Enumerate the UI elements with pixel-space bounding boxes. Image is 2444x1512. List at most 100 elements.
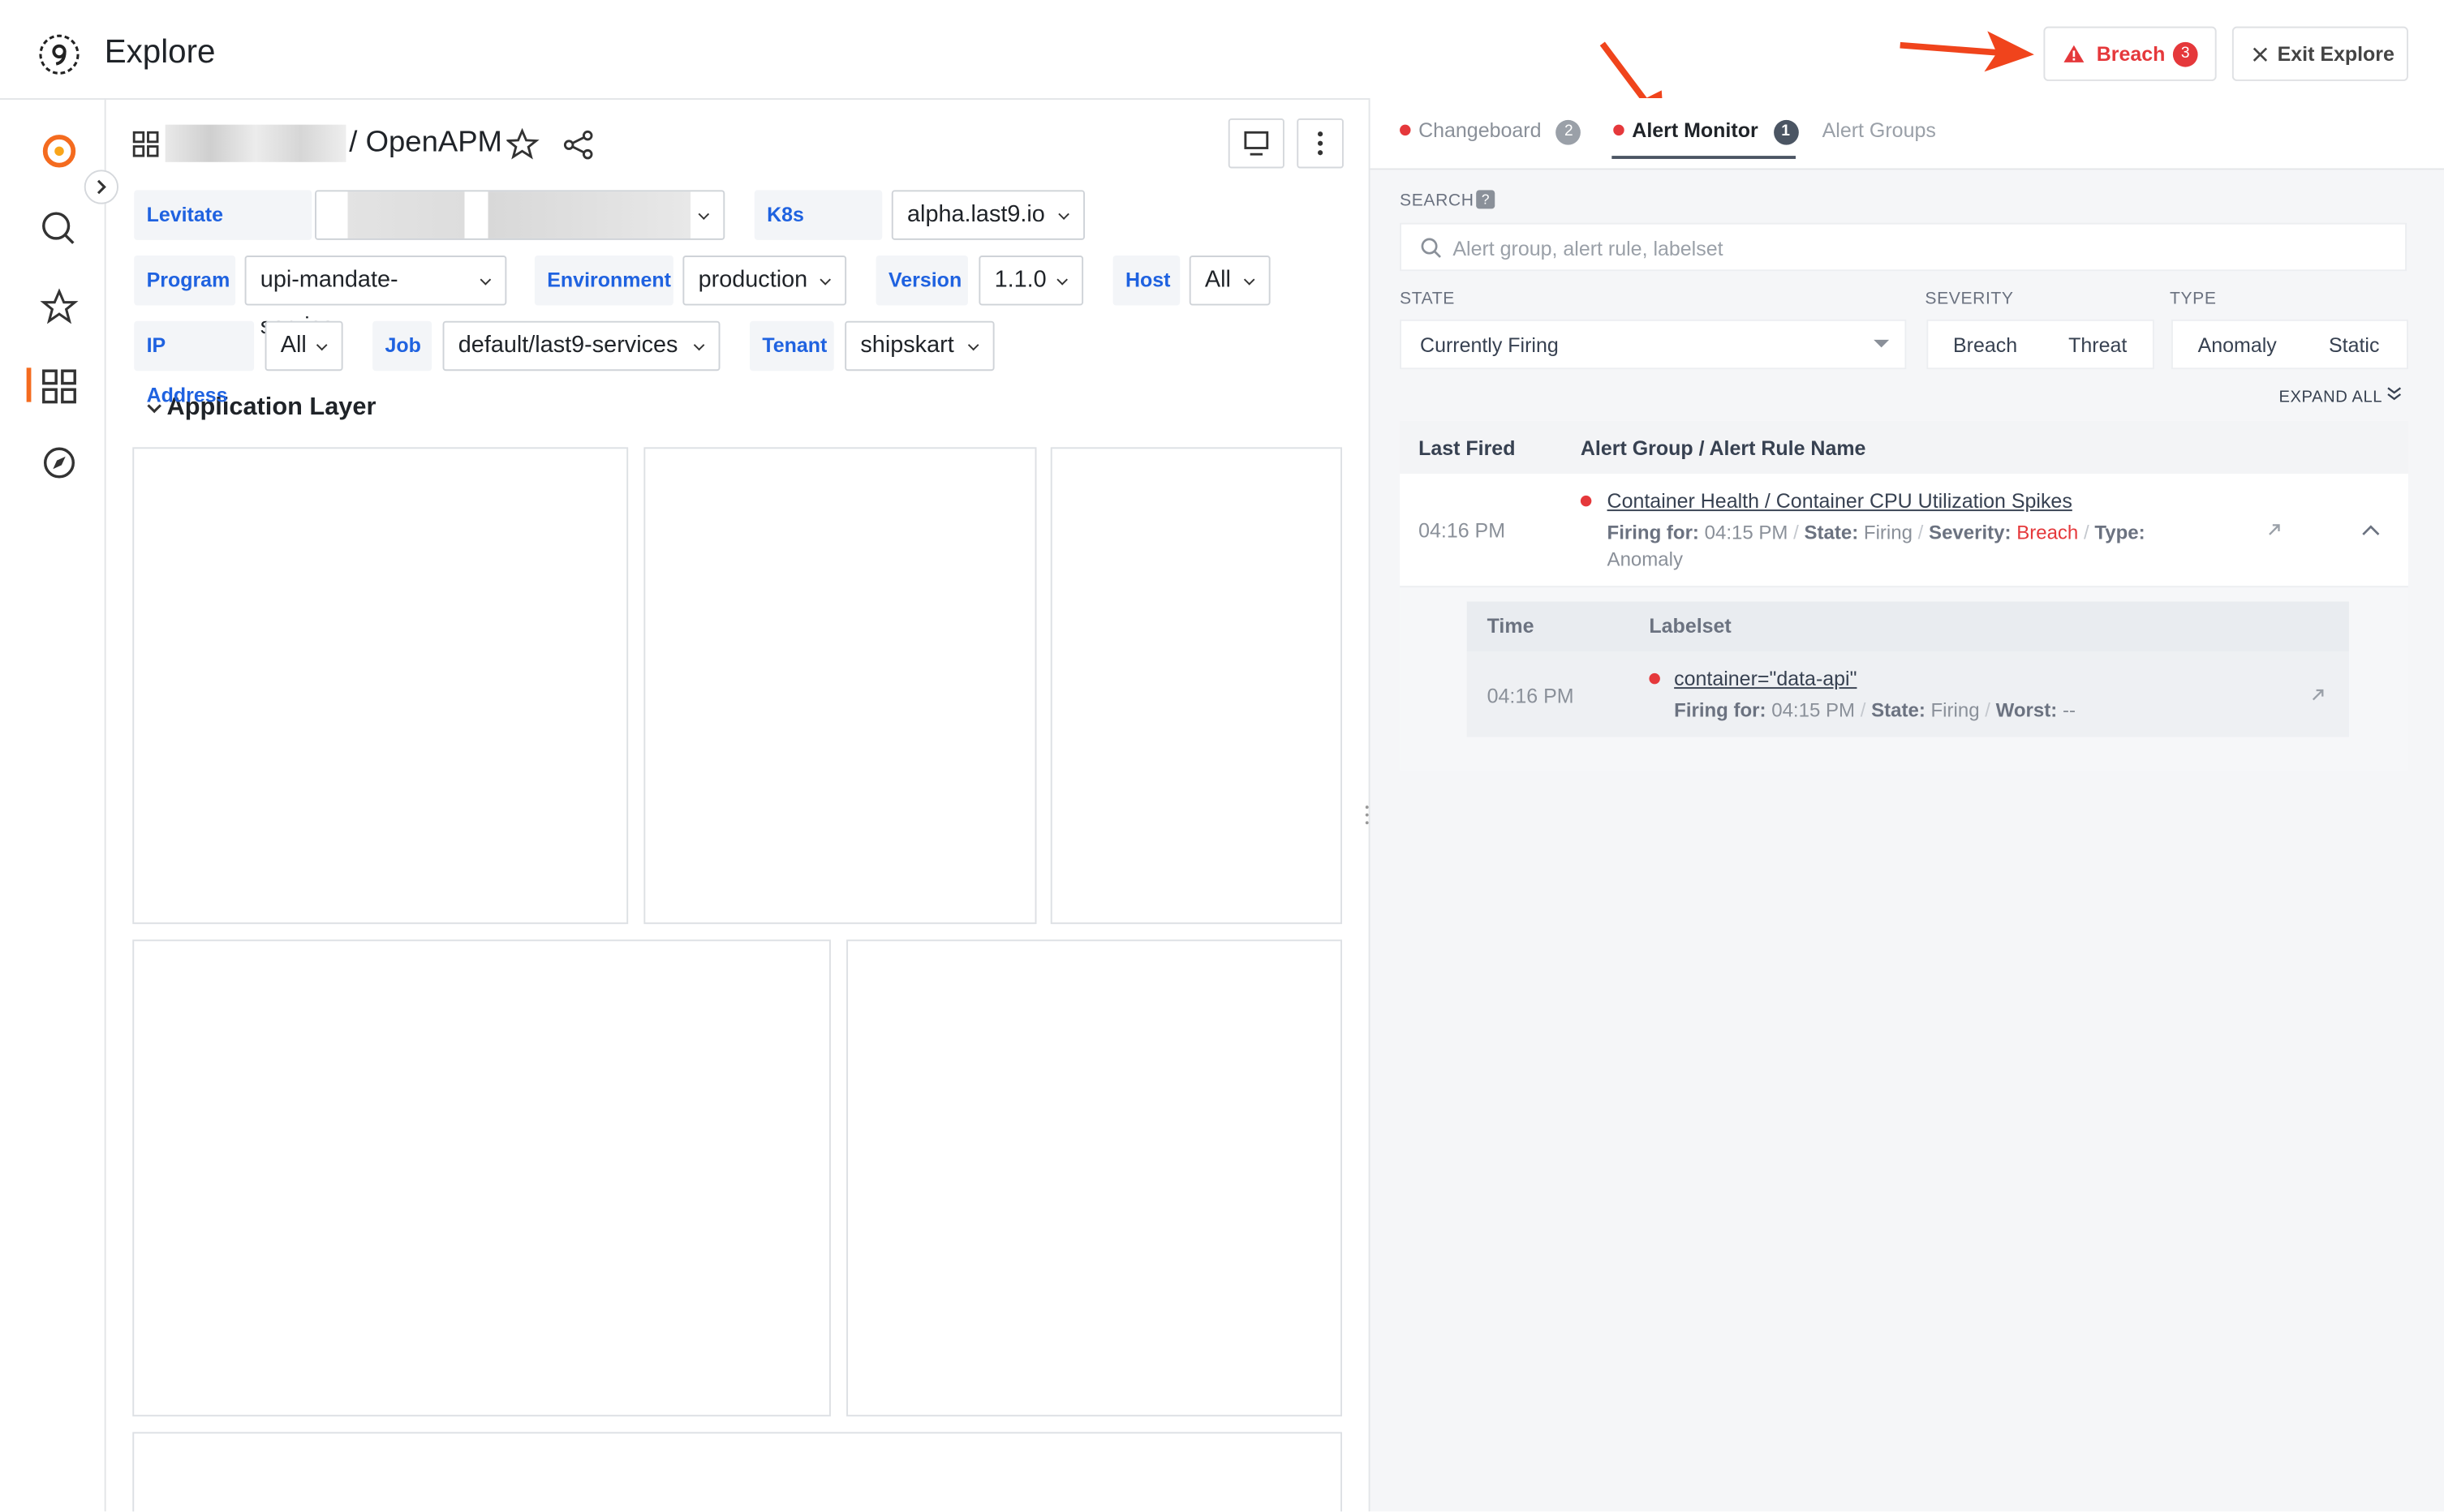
type-option[interactable]: Anomaly [2197,333,2277,357]
exit-label: Exit Explore [2277,41,2395,66]
filter-label: Levitate Instance [134,190,312,276]
detail-key: Firing for: [1674,699,1766,722]
panel [1050,447,1342,925]
filter-label: Tenant [750,320,834,372]
more-button[interactable] [1297,118,1344,169]
status-dot [1400,124,1411,136]
tab-underline [1611,156,1796,159]
severity-label: SEVERITY [1925,290,2014,309]
section-title: Application Layer [166,394,376,421]
expand-sidebar[interactable] [84,170,118,204]
collapse-icon[interactable] [145,399,164,418]
dashboard-actions[interactable] [506,127,606,162]
detail-key: Type: [2094,522,2145,544]
alert-rule-link[interactable]: Container Health / Container CPU Utiliza… [1607,489,2072,513]
alert-details: Firing for: 04:15 PM / State: Firing / S… [1607,521,2192,573]
detail-value: 04:15 PM [1771,699,1856,722]
state-value: Currently Firing [1420,333,1559,357]
sidebar-icons [40,135,79,479]
search-input[interactable]: Alert group, alert rule, labelset [1400,222,2407,272]
column-header: Time [1487,613,1534,638]
status-dot [1649,672,1660,685]
blurred-folder [165,124,346,162]
panel [846,939,1342,1417]
top-bar [0,0,2444,100]
labelset[interactable]: container="data-api" [1674,667,1857,691]
tab-bar [1370,98,2444,170]
filter-label: Version [876,256,968,306]
labelset-time: 04:16 PM [1487,684,1574,708]
detail-separator: / [1860,699,1866,722]
severity-option[interactable]: Breach [1953,333,2018,357]
column-header: Labelset [1649,613,1732,638]
search-label: SEARCH [1400,191,1474,211]
exit-explore-button[interactable]: Exit Explore [2231,26,2408,81]
detail-separator: / [1917,522,1924,544]
filter-select[interactable]: shipskart [845,320,995,372]
breach-label: Breach [2096,41,2166,66]
search-icon [1421,238,1441,258]
open-icon[interactable] [2266,522,2282,538]
filter-select[interactable]: production [682,256,847,306]
filter-select[interactable]: 1.1.0 [979,256,1084,306]
filter-select[interactable]: upi-mandate-service [244,256,507,340]
warning-icon [2063,45,2085,62]
tab-count: 1 [1773,119,1798,144]
breach-button[interactable]: Breach 3 [2043,26,2217,81]
filter-select[interactable]: default/last9-services [442,320,721,372]
detail-key: State: [1871,699,1926,722]
tab-active[interactable]: Alert Monitor 1 [1632,118,1798,144]
active-indicator [26,367,32,402]
tab-label: Changeboard [1418,118,1542,142]
table-header [1400,420,2408,474]
detail-key: Worst: [1995,699,2058,722]
tab[interactable]: Alert Groups [1822,118,1936,142]
tab[interactable]: Changeboard 2 [1418,118,1581,144]
labelset-row [1466,651,2349,737]
detail-key: Firing for: [1607,522,1699,544]
detail-key: State: [1804,522,1859,544]
tv-mode-button[interactable] [1228,118,1284,169]
annotation-arrow [1900,31,2034,72]
type-option[interactable]: Static [2328,333,2380,357]
labelset-header [1466,601,2349,651]
splitter[interactable] [1368,98,1370,1512]
last-fired: 04:16 PM [1418,518,1506,543]
panel [132,447,629,925]
expand-all[interactable]: EXPAND ALL [2279,386,2403,406]
monitor-icon [1244,131,1269,156]
page-title: Explore [104,34,216,71]
severity-toggle: Breach Threat [1926,319,2154,370]
severity-option[interactable]: Threat [2068,333,2128,357]
breadcrumb: / OpenAPM [349,126,502,159]
detail-separator: / [2083,522,2089,544]
column-header: Last Fired [1418,436,1516,460]
search-placeholder: Alert group, alert rule, labelset [1452,236,1723,260]
filter-label: Program [134,256,236,306]
kebab-icon [1318,131,1323,156]
detail-separator: / [1793,522,1799,544]
caret [1874,339,1890,348]
dashboards-icon[interactable] [42,369,76,404]
filter-select-blurred[interactable] [315,190,725,240]
filter-label: K8s Cluster [754,190,883,276]
filter-select[interactable]: alpha.last9.io [891,190,1086,240]
filter-select[interactable]: All [265,320,343,372]
detail-value: Firing [1863,522,1913,544]
search-help[interactable]: ? [1476,190,1495,209]
type-label: TYPE [2170,290,2217,309]
tab-count: 2 [1555,119,1581,144]
collapse-row[interactable] [2361,523,2380,535]
star-icon[interactable] [40,288,79,324]
close-icon [2253,47,2268,62]
search-icon[interactable] [42,212,75,244]
detail-key: Severity: [1929,522,2012,544]
detail-value: 04:15 PM [1704,522,1788,544]
open-icon[interactable] [2310,687,2326,702]
filter-select[interactable]: All [1189,256,1271,306]
state-select[interactable]: Currently Firing [1400,319,1907,370]
status-dot [1580,495,1592,507]
panel [643,447,1037,925]
explore-icon[interactable] [43,447,75,479]
